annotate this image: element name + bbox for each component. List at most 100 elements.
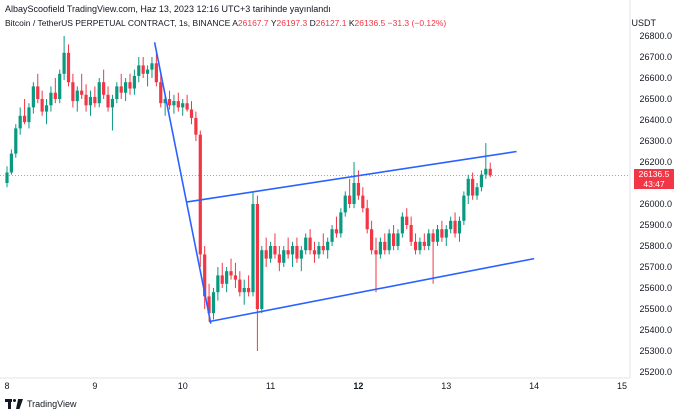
candle-body xyxy=(185,103,189,110)
candle xyxy=(110,94,115,131)
price-tick-label: 25600.0 xyxy=(639,283,672,293)
candle-body xyxy=(49,92,53,106)
last-price-label: 26136.5 43:47 xyxy=(634,169,674,189)
trendlines-layer xyxy=(153,42,535,324)
candle xyxy=(444,225,448,246)
candle xyxy=(84,84,88,112)
candles-layer xyxy=(5,36,492,351)
change-value: −31.3 (−0.12%) xyxy=(387,18,447,28)
candle xyxy=(154,52,158,87)
trendline[interactable] xyxy=(186,150,517,203)
candle-body xyxy=(247,288,251,293)
candle xyxy=(211,288,216,320)
candle xyxy=(40,90,44,116)
candle xyxy=(71,73,75,108)
candle xyxy=(264,237,268,267)
candle xyxy=(484,143,488,179)
candle xyxy=(53,78,57,104)
candle-body xyxy=(352,183,356,204)
high-label: Y xyxy=(270,18,277,28)
candle-body xyxy=(444,229,448,238)
candle-body xyxy=(400,216,404,234)
candle xyxy=(339,208,343,238)
candle xyxy=(321,233,325,255)
candle xyxy=(317,241,321,259)
candle-body xyxy=(53,92,57,99)
price-tick-label: 26700.0 xyxy=(639,52,672,62)
candle-body xyxy=(233,275,238,280)
candle xyxy=(462,191,466,225)
candle-body xyxy=(365,208,369,230)
candle xyxy=(383,233,387,255)
candle-body xyxy=(431,233,435,242)
candle xyxy=(145,65,150,87)
candle xyxy=(308,229,312,255)
candle-body xyxy=(115,86,119,99)
candle-body xyxy=(255,204,259,309)
candle-body xyxy=(396,233,400,246)
candle xyxy=(36,73,40,104)
candle xyxy=(387,229,391,255)
candle xyxy=(273,233,277,259)
candle-body xyxy=(405,216,409,225)
candle-body xyxy=(207,296,211,314)
time-tick-label: 12 xyxy=(353,381,364,391)
candle xyxy=(49,86,53,112)
candle-body xyxy=(321,246,325,251)
candle xyxy=(9,149,13,175)
candle xyxy=(132,69,136,95)
candle-body xyxy=(326,241,330,251)
candle-body xyxy=(348,195,352,204)
trendline[interactable] xyxy=(208,257,535,323)
candle-body xyxy=(62,52,66,74)
open-value: 26167.7 xyxy=(237,18,269,28)
candle-body xyxy=(383,241,387,251)
candle xyxy=(453,212,457,238)
trendline[interactable] xyxy=(153,42,212,324)
candle-body xyxy=(361,195,365,209)
candle-body xyxy=(27,107,31,123)
close-value: 26136.5 xyxy=(354,18,386,28)
candle-body xyxy=(304,237,308,251)
candle xyxy=(22,99,27,125)
candle xyxy=(58,69,62,104)
candle xyxy=(150,57,154,78)
candle-body xyxy=(106,94,110,108)
price-tick-label: 26500.0 xyxy=(639,94,672,104)
candle xyxy=(449,216,453,234)
candle-body xyxy=(290,246,295,255)
candle xyxy=(312,241,317,263)
candle-body xyxy=(462,195,466,221)
candle xyxy=(93,86,97,108)
candle-body xyxy=(409,225,413,242)
candle-body xyxy=(216,275,220,293)
candle xyxy=(66,44,71,87)
close-label: K xyxy=(348,18,355,28)
publisher-header: AlbayScoofield TradingView.com, Haz 13, … xyxy=(5,4,331,14)
candle xyxy=(418,237,422,255)
candle-body xyxy=(282,250,286,263)
candle-body xyxy=(260,250,264,309)
low-value: 26127.1 xyxy=(315,18,347,28)
candle-body xyxy=(181,103,185,108)
time-tick-label: 13 xyxy=(441,381,452,391)
candle xyxy=(290,241,295,267)
candle-body xyxy=(471,178,475,196)
candle-body xyxy=(172,101,176,106)
candle-body xyxy=(194,117,198,135)
candle xyxy=(348,178,352,209)
candle xyxy=(225,267,229,293)
candle-body xyxy=(88,96,93,106)
price-tick-label: 25200.0 xyxy=(639,367,672,377)
candle xyxy=(330,225,334,246)
bar-countdown: 43:47 xyxy=(643,179,665,189)
candle xyxy=(167,90,172,110)
candle-body xyxy=(238,279,242,293)
candle xyxy=(198,130,202,267)
candle-body xyxy=(5,172,9,183)
price-tick-label: 26200.0 xyxy=(639,157,672,167)
candle-body xyxy=(80,90,84,95)
candle-body xyxy=(286,250,290,255)
candle-body xyxy=(427,233,431,246)
